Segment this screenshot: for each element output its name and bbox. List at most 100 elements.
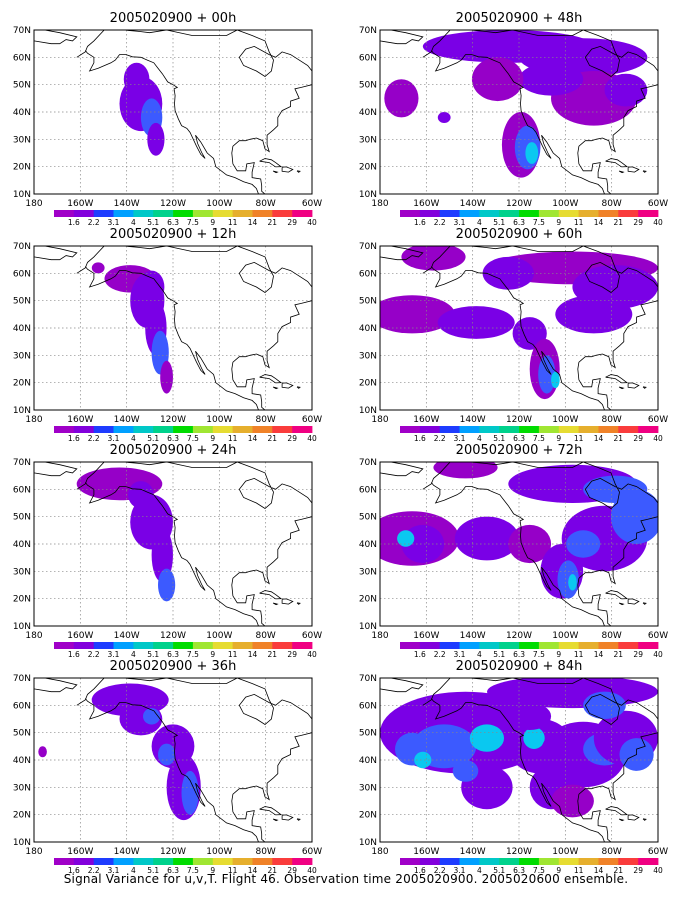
colorbar-label: 9	[556, 434, 561, 443]
x-tick-label: 160W	[67, 847, 93, 857]
x-tick-label: 100W	[552, 415, 578, 425]
island-outline	[605, 590, 629, 600]
shading-layer	[119, 62, 165, 156]
y-tick-label: 60N	[13, 485, 31, 495]
x-tick-label: 80W	[255, 847, 275, 857]
signal-variance-area	[181, 770, 199, 815]
y-tick-label: 40N	[359, 108, 377, 118]
coastline	[380, 678, 424, 693]
signal-variance-area	[508, 702, 552, 730]
x-tick-label: 80W	[255, 199, 275, 209]
y-tick-label: 10N	[359, 406, 377, 416]
colorbar-swatch	[232, 642, 253, 649]
coastline	[422, 30, 658, 194]
y-tick-label: 40N	[359, 540, 377, 550]
y-tick-label: 70N	[13, 674, 31, 684]
colorbar-label: 7.5	[187, 866, 199, 875]
colorbar-swatch	[439, 642, 460, 649]
coastline-layer	[380, 678, 658, 842]
signal-variance-area	[551, 784, 594, 818]
colorbar-swatch	[479, 210, 500, 217]
colorbar-swatch	[232, 858, 253, 865]
y-tick-label: 60N	[359, 485, 377, 495]
x-tick-label: 160W	[413, 631, 439, 641]
colorbar-swatch	[153, 858, 174, 865]
y-tick-label: 30N	[13, 351, 31, 361]
map-panel: 2005020900 + 00h 180 160W 140W 120W 100W 80W 60…	[0, 8, 346, 227]
colorbar-label: 29	[633, 434, 643, 443]
colorbar-swatch	[598, 210, 619, 217]
colorbar-label: 9	[556, 650, 561, 659]
colorbar-swatch	[519, 858, 540, 865]
colorbar-label: 29	[287, 434, 297, 443]
colorbar-swatch	[499, 642, 520, 649]
colorbar-swatch	[459, 858, 480, 865]
colorbar-label: 29	[633, 650, 643, 659]
colorbar-label: 3.1	[108, 434, 120, 443]
colorbar-swatch	[598, 858, 619, 865]
x-tick-label: 180	[25, 415, 42, 425]
island-outline	[296, 170, 301, 173]
colorbar-swatch	[133, 858, 154, 865]
colorbar-swatch	[232, 426, 253, 433]
colorbar-swatch	[519, 210, 540, 217]
panel-title: 2005020900 + 36h	[110, 659, 237, 674]
signal-variance-area	[91, 262, 105, 274]
signal-variance-area	[401, 246, 466, 271]
x-tick-label: 140W	[460, 631, 486, 641]
y-tick-label: 20N	[13, 163, 31, 173]
colorbar-swatch	[54, 642, 75, 649]
colorbar-label: 21	[268, 218, 278, 227]
x-tick-label: 100W	[206, 199, 232, 209]
island-outline	[605, 374, 629, 384]
y-tick-label: 60N	[13, 269, 31, 279]
colorbar-label: 6.3	[167, 434, 179, 443]
y-tick-label: 70N	[13, 458, 31, 468]
x-tick-label: 180	[371, 847, 388, 857]
map-frame	[33, 461, 313, 627]
x-tick-label: 140W	[114, 847, 140, 857]
colorbar-label: 6.3	[513, 650, 525, 659]
colorbar-swatch	[400, 426, 421, 433]
colorbar-label: 5.1	[493, 866, 505, 875]
coastline	[380, 246, 424, 261]
island-outline	[259, 590, 283, 600]
colorbar-label: 5.1	[493, 434, 505, 443]
x-tick-label: 80W	[601, 415, 621, 425]
colorbar-label: 14	[248, 866, 258, 875]
y-tick-label: 70N	[359, 674, 377, 684]
coastline	[34, 246, 78, 261]
y-tick-label: 50N	[359, 729, 377, 739]
colorbar-swatch	[499, 858, 520, 865]
colorbar-label: 9	[210, 434, 215, 443]
coastline-layer	[380, 462, 658, 626]
colorbar-swatch	[133, 426, 154, 433]
coastline	[84, 50, 270, 194]
colorbar-label: 21	[268, 434, 278, 443]
colorbar-swatch	[73, 210, 94, 217]
y-tick-label: 10N	[359, 622, 377, 632]
colorbar-swatch	[558, 210, 579, 217]
coastline-layer	[34, 462, 312, 626]
colorbar-label: 1.6	[68, 434, 80, 443]
colorbar-label: 9	[210, 218, 215, 227]
signal-variance-area	[583, 475, 648, 503]
coastline	[76, 678, 312, 842]
x-tick-label: 60W	[648, 415, 668, 425]
colorbar-swatch	[419, 858, 440, 865]
colorbar-label: 40	[307, 218, 317, 227]
colorbar-swatch	[133, 642, 154, 649]
colorbar-swatch	[578, 858, 599, 865]
colorbar-swatch	[499, 210, 520, 217]
colorbar-swatch	[419, 210, 440, 217]
colorbar-swatch	[638, 426, 659, 433]
signal-variance-area	[433, 462, 498, 479]
colorbar-swatch	[419, 426, 440, 433]
colorbar-label: 7.5	[187, 434, 199, 443]
x-tick-label: 120W	[506, 847, 532, 857]
island-outline	[605, 806, 629, 816]
x-tick-label: 120W	[160, 199, 186, 209]
signal-variance-area	[487, 678, 658, 709]
colorbar-swatch	[538, 210, 560, 217]
colorbar-swatch	[153, 642, 174, 649]
